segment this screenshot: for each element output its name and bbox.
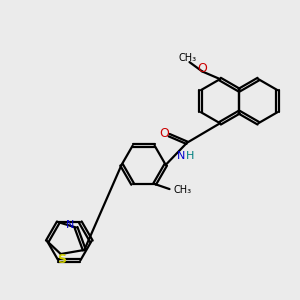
Text: O: O bbox=[159, 127, 169, 140]
Text: CH₃: CH₃ bbox=[174, 185, 192, 195]
Text: S: S bbox=[57, 253, 66, 266]
Text: N: N bbox=[66, 220, 75, 230]
Text: CH₃: CH₃ bbox=[179, 53, 197, 63]
Text: N: N bbox=[177, 151, 186, 160]
Text: O: O bbox=[197, 61, 207, 75]
Text: H: H bbox=[186, 151, 194, 160]
